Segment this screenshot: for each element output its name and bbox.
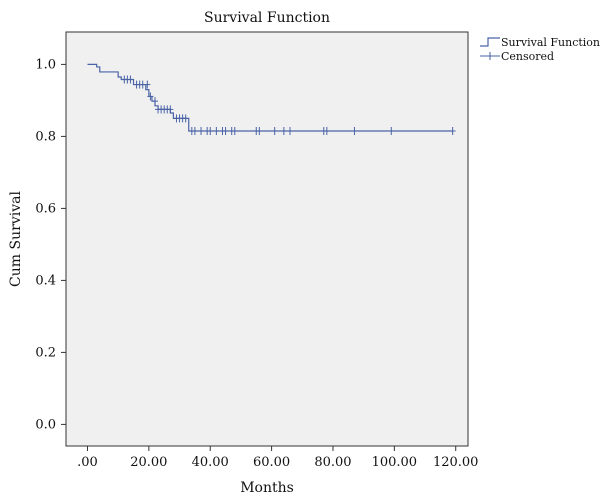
- y-tick-label: 0.0: [35, 417, 56, 432]
- censored-marker: [144, 80, 151, 89]
- censored-marker: [388, 127, 395, 135]
- y-tick-label: 0.6: [35, 201, 56, 216]
- censored-marker: [287, 127, 294, 135]
- y-tick-label: 0.8: [35, 129, 56, 144]
- x-axis-label: Months: [240, 480, 294, 496]
- censored-marker: [147, 92, 154, 101]
- censored-marker: [280, 127, 287, 135]
- censored-marker: [222, 127, 229, 135]
- chart-title: Survival Function: [204, 10, 330, 26]
- x-tick-label: 40.00: [192, 455, 229, 470]
- legend-label-survival-function: Survival Function: [501, 36, 600, 49]
- censored-marker: [167, 105, 174, 114]
- y-tick-label: 0.4: [35, 273, 56, 288]
- legend-swatch-survival-function: [480, 37, 500, 47]
- plot-area: [65, 31, 469, 447]
- series-layer: [87, 63, 456, 135]
- censored-marker: [449, 127, 456, 135]
- censored-marker: [207, 127, 214, 135]
- censored-marker: [151, 97, 158, 106]
- censored-marker: [213, 127, 220, 135]
- y-tick-label: 0.2: [35, 345, 56, 360]
- censored-marker: [323, 127, 330, 135]
- censored-marker: [271, 127, 278, 135]
- survival-function-line: [87, 63, 453, 132]
- censored-marker: [256, 127, 263, 135]
- x-tick-label: 60.00: [253, 455, 290, 470]
- censored-marker: [191, 127, 198, 135]
- censored-marker: [351, 127, 358, 135]
- censored-marker: [182, 114, 189, 123]
- censored-marker: [127, 75, 134, 84]
- censored-marker: [231, 127, 238, 135]
- axes: .00 20.00 40.00 60.00 80.00 100.00 120.00 0.0 0.…: [35, 57, 478, 470]
- x-tick-label: 100.00: [372, 455, 418, 470]
- x-tick-label: 120.00: [433, 455, 479, 470]
- censored-marker: [198, 127, 205, 135]
- y-tick-label: 1.0: [35, 57, 56, 72]
- x-tick-label: 80.00: [314, 455, 351, 470]
- legend-label-censored: Censored: [501, 50, 554, 63]
- x-tick-label: 20.00: [130, 455, 167, 470]
- y-axis-label: Cum Survival: [8, 191, 24, 287]
- x-tick-label: .00: [77, 455, 98, 470]
